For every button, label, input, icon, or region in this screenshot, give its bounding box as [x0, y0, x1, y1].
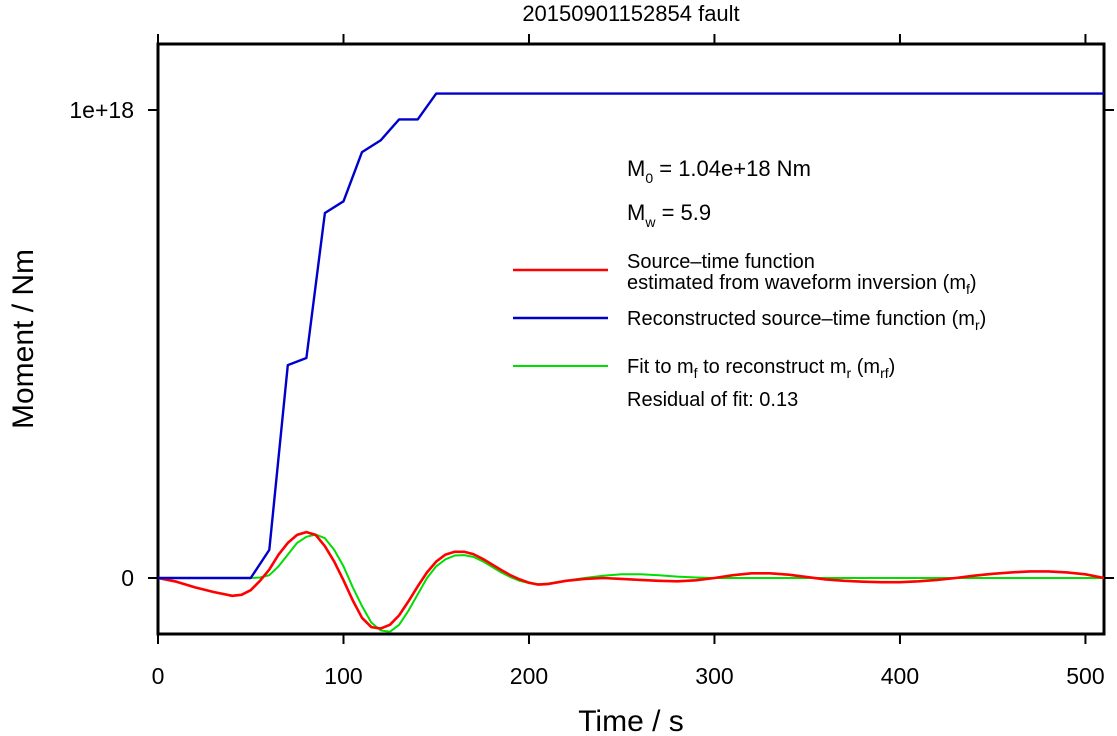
residual-annotation: Residual of fit: 0.13: [627, 389, 798, 411]
x-tick-label: 400: [881, 663, 919, 689]
legend-label-reconstructed: Reconstructed source–time function (mr): [627, 308, 986, 333]
series-line-fit: [158, 533, 1104, 633]
chart-title: 20150901152854 fault: [522, 1, 739, 26]
series-line-estimated: [157, 530, 1105, 630]
legend-label-estimated-line1: Source–time function: [627, 251, 815, 273]
x-tick-label: 300: [695, 663, 733, 689]
moment-magnitude-annotation: Mw = 5.9: [627, 200, 711, 230]
y-tick-label: 1e+18: [69, 97, 134, 123]
x-tick-label: 100: [324, 663, 362, 689]
x-tick-label: 200: [510, 663, 548, 689]
legend: Source–time function estimated from wave…: [513, 251, 986, 411]
y-tick-label: 0: [121, 565, 134, 591]
seismic-moment-annotation: M0 = 1.04e+18 Nm: [627, 156, 811, 186]
x-tick-label: 500: [1066, 663, 1104, 689]
x-tick-label: 0: [152, 663, 165, 689]
legend-label-fit: Fit to mf to reconstruct mr (mrf): [627, 356, 895, 381]
x-axis-label: Time / s: [578, 705, 684, 736]
plot-frame: [156, 42, 1106, 636]
axis-ticks: 0 100 200 300 400 500 0 1e+18: [69, 34, 1114, 689]
legend-label-estimated-line2: estimated from waveform inversion (mf): [627, 272, 977, 297]
series-line-reconstructed: [158, 92, 1104, 580]
y-axis-label: Moment / Nm: [7, 249, 40, 429]
series-layer: [157, 92, 1105, 633]
